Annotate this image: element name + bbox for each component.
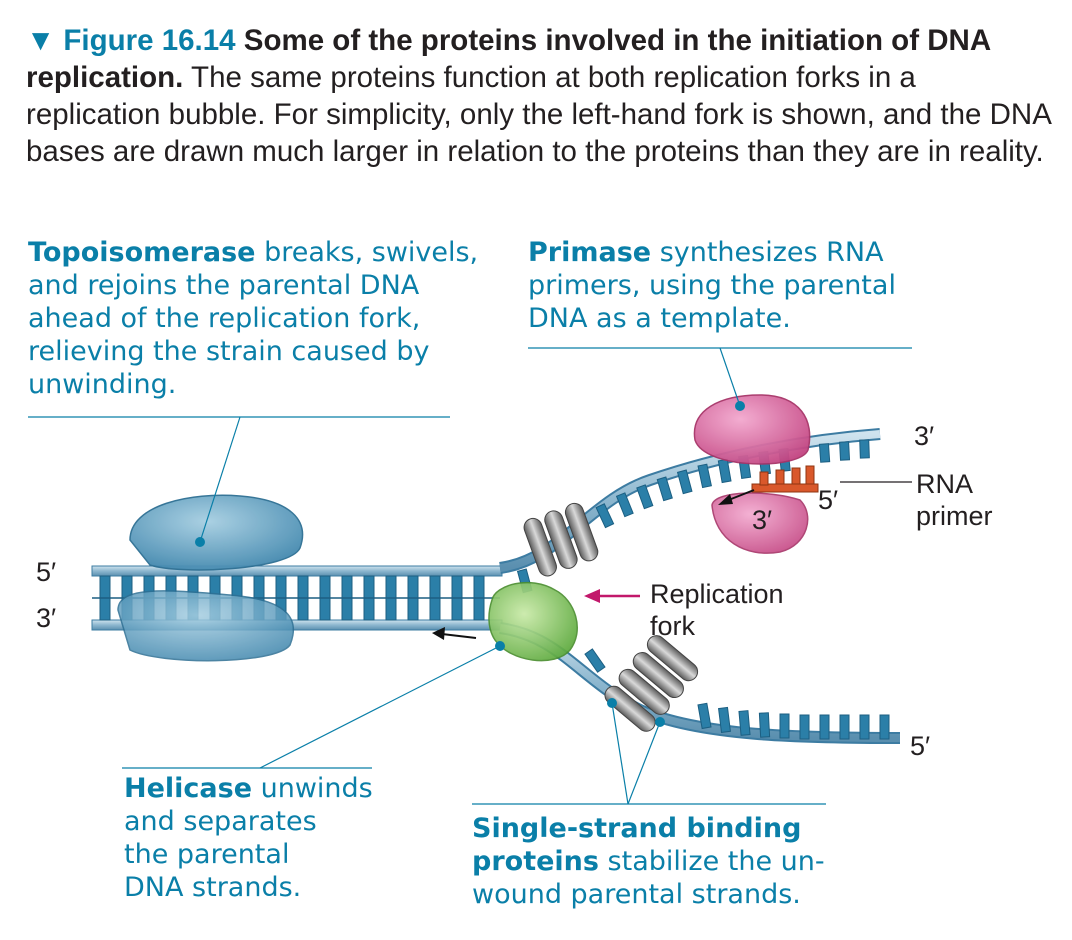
topoisomerase-protein bbox=[117, 494, 304, 662]
label-primer-5prime: 5′ bbox=[818, 485, 839, 515]
label-replication-fork: Replication fork bbox=[650, 579, 784, 641]
helicase-callout: Helicase unwinds and separates the paren… bbox=[124, 772, 373, 904]
topoisomerase-callout: Topoisomerase breaks, swivels, and rejoi… bbox=[28, 236, 478, 401]
primase-protein bbox=[693, 394, 811, 554]
ssb-term: Single-strand binding proteins bbox=[472, 813, 802, 877]
figure-title: Some of the proteins involved in the ini… bbox=[26, 24, 991, 94]
helicase-direction-arrow bbox=[432, 627, 477, 640]
figure-caption: ▼ Figure 16.14 Some of the proteins invo… bbox=[26, 22, 1056, 170]
topoisomerase-term: Topoisomerase bbox=[28, 237, 256, 268]
helicase-text: unwinds and separates the parental DNA s… bbox=[124, 773, 373, 903]
figure-label: Figure 16.14 bbox=[63, 24, 236, 57]
label-5prime-left-top: 5′ bbox=[36, 557, 57, 587]
callout-lines bbox=[28, 347, 912, 805]
label-5prime-bottom-right: 5′ bbox=[910, 731, 931, 761]
replication-fork-arrow bbox=[584, 589, 640, 603]
label-primer-3prime: 3′ bbox=[752, 505, 773, 535]
ssb-text: stabilize the un- wound parental strands… bbox=[472, 846, 825, 910]
label-3prime-left-bottom: 3′ bbox=[36, 603, 57, 633]
primase-direction-arrow bbox=[718, 489, 755, 505]
primase-term: Primase bbox=[528, 237, 652, 268]
primase-text: synthesizes RNA primers, using the paren… bbox=[528, 237, 896, 334]
label-3prime-top-right: 3′ bbox=[914, 421, 935, 451]
helicase-protein bbox=[488, 581, 578, 662]
label-rna-primer: RNA primer bbox=[916, 469, 993, 531]
primase-callout: Primase synthesizes RNA primers, using t… bbox=[528, 236, 896, 335]
single-strand-binding-proteins bbox=[523, 502, 699, 732]
topoisomerase-text: breaks, swivels, and rejoins the parenta… bbox=[28, 237, 479, 400]
caption-marker: ▼ bbox=[26, 24, 56, 57]
helicase-term: Helicase bbox=[124, 773, 253, 804]
caption-body: The same proteins function at both repli… bbox=[26, 61, 1051, 168]
rna-primer bbox=[751, 465, 819, 493]
ssb-callout: Single-strand binding proteins stabilize… bbox=[472, 812, 825, 911]
